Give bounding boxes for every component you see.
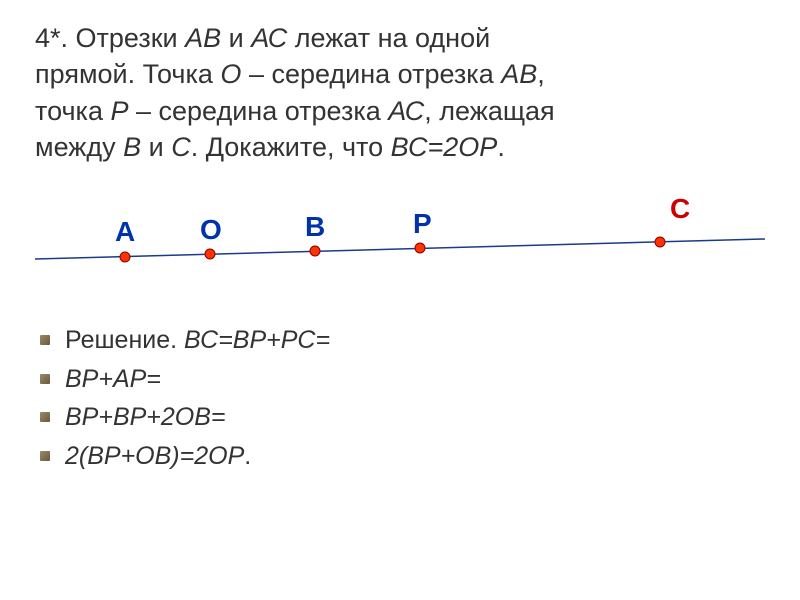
point-label: Р (413, 208, 432, 240)
point-label: В (305, 211, 325, 243)
point-dot (205, 249, 215, 259)
point-label: С (670, 193, 690, 225)
point-dot (310, 246, 320, 256)
solution-step-4: 2(ВР+ОВ)=2ОР. (35, 437, 765, 476)
problem-statement: 4*. Отрезки АВ и АС лежат на одной прямо… (35, 20, 765, 166)
point-dot (415, 243, 425, 253)
point-label: А (115, 216, 135, 248)
solution-step-1: Решение. ВС=ВР+РС= (35, 321, 765, 360)
point-dot (655, 237, 665, 247)
solution-list: Решение. ВС=ВР+РС= ВР+АР= ВР+ВР+2ОВ= 2(В… (35, 321, 765, 476)
geometry-diagram: АОВРС (35, 181, 765, 301)
solution-step-3: ВР+ВР+2ОВ= (35, 398, 765, 437)
diagram-svg (35, 181, 765, 301)
solution-step-2: ВР+АР= (35, 360, 765, 399)
problem-number: 4*. (35, 23, 68, 53)
point-label: О (200, 214, 222, 246)
point-dot (120, 252, 130, 262)
